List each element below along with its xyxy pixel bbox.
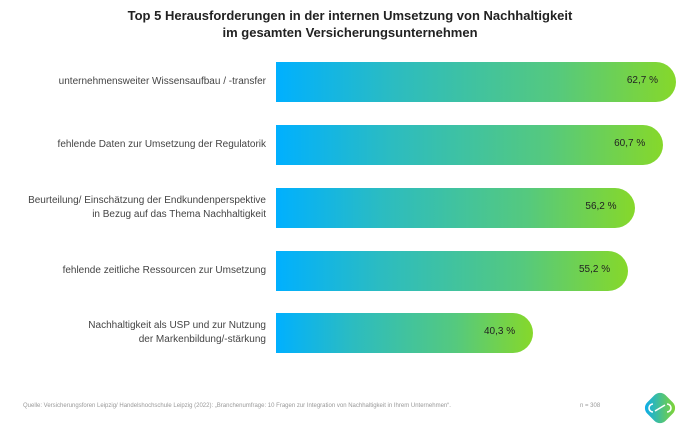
category-label-line: der Markenbildung/-stärkung xyxy=(138,334,266,345)
bar: 40,3 % xyxy=(276,313,534,353)
title-line: im gesamten Versicherungsunternehmen xyxy=(222,25,478,40)
data-label: 55,2 % xyxy=(579,264,611,275)
category-label: unternehmensweiter Wissensaufbau / -tran… xyxy=(6,75,266,89)
category-label-line: Beurteilung/ Einschätzung der Endkundenp… xyxy=(28,195,266,206)
sample-size: n = 308 xyxy=(580,403,601,409)
category-label: fehlende zeitliche Ressourcen zur Umsetz… xyxy=(6,264,266,278)
infinity-logo-icon xyxy=(644,392,676,424)
bar: 62,7 % xyxy=(276,62,676,102)
data-label: 40,3 % xyxy=(483,326,516,337)
category-label-line: fehlende Daten zur Umsetzung der Regulat… xyxy=(57,139,266,150)
category-label-line: unternehmensweiter Wissensaufbau / -tran… xyxy=(58,76,266,87)
data-label: 62,7 % xyxy=(626,75,658,86)
category-label-line: Nachhaltigkeit als USP und zur Nutzung xyxy=(88,320,266,331)
category-label-line: in Bezug auf das Thema Nachhaltigkeit xyxy=(92,209,266,220)
source-note: Quelle: Versicherungsforen Leipzig/ Hand… xyxy=(23,403,451,409)
chart-title: Top 5 Herausforderungen in der internen … xyxy=(0,7,700,41)
category-label: Nachhaltigkeit als USP und zur Nutzung de… xyxy=(6,319,266,347)
category-label-line: fehlende zeitliche Ressourcen zur Umsetz… xyxy=(62,265,266,276)
bar: 56,2 % xyxy=(276,188,635,228)
data-label: 60,7 % xyxy=(614,138,646,149)
category-label: Beurteilung/ Einschätzung der Endkundenp… xyxy=(6,194,266,222)
bar: 55,2 % xyxy=(276,251,629,291)
title-line: Top 5 Herausforderungen in der internen … xyxy=(127,8,573,23)
data-label: 56,2 % xyxy=(585,201,617,212)
category-label: fehlende Daten zur Umsetzung der Regulat… xyxy=(6,138,266,152)
bar: 60,7 % xyxy=(276,125,664,165)
